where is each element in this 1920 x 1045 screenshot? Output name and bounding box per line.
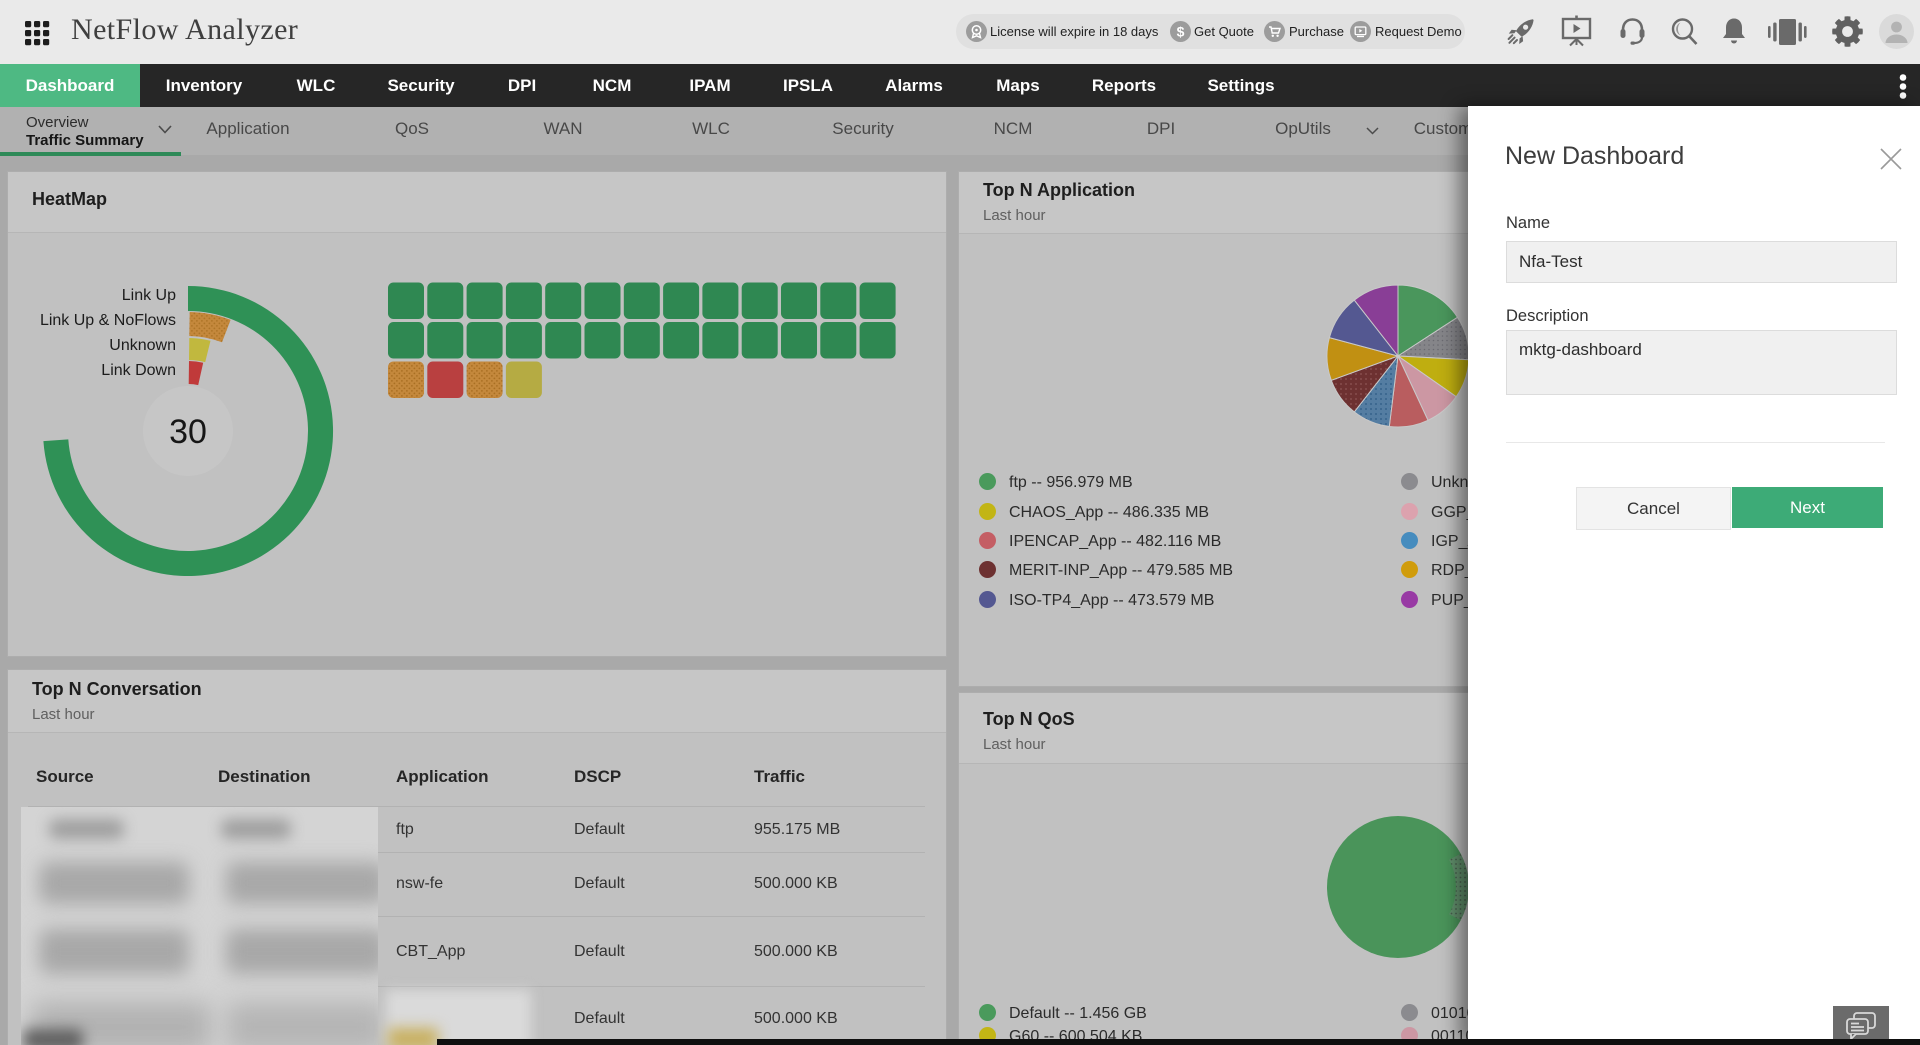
svg-text:$: $ [1177,23,1185,39]
svg-text:30: 30 [169,413,207,451]
